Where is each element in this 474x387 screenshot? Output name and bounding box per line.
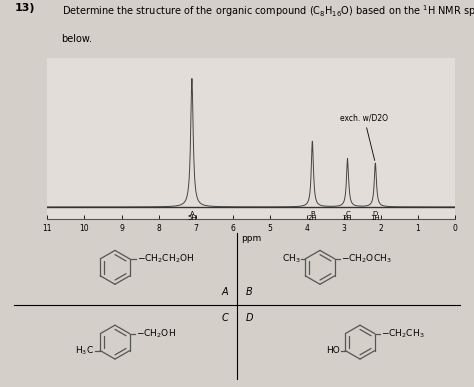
Text: below.: below. [62, 34, 92, 44]
Text: A: A [221, 287, 228, 297]
X-axis label: ppm: ppm [241, 234, 261, 243]
Text: $-$CH$_2$OH: $-$CH$_2$OH [136, 327, 175, 340]
Text: 5H: 5H [187, 216, 197, 221]
Text: exch. w/D2O: exch. w/D2O [340, 113, 388, 161]
Text: D: D [373, 211, 378, 217]
Text: 13): 13) [14, 3, 35, 13]
Text: CH$_3$: CH$_3$ [282, 253, 300, 265]
Text: 1H: 1H [371, 216, 380, 221]
Text: $-$CH$_2$CH$_3$: $-$CH$_2$CH$_3$ [381, 327, 424, 340]
Text: D: D [246, 313, 254, 323]
Text: H$_3$C: H$_3$C [75, 344, 94, 357]
Text: B: B [310, 211, 315, 217]
Text: C: C [345, 211, 350, 217]
Text: $-$CH$_2$CH$_2$OH: $-$CH$_2$CH$_2$OH [137, 253, 194, 265]
Text: 2H: 2H [343, 216, 352, 221]
Text: A: A [190, 211, 194, 217]
Text: $-$CH$_2$OCH$_3$: $-$CH$_2$OCH$_3$ [341, 253, 392, 265]
Text: Determine the structure of the organic compound (C$_8$H$_{16}$O) based on the $^: Determine the structure of the organic c… [62, 3, 474, 19]
Text: HO: HO [327, 346, 340, 355]
Text: 2H: 2H [308, 216, 317, 221]
Text: B: B [246, 287, 253, 297]
Text: C: C [221, 313, 228, 323]
